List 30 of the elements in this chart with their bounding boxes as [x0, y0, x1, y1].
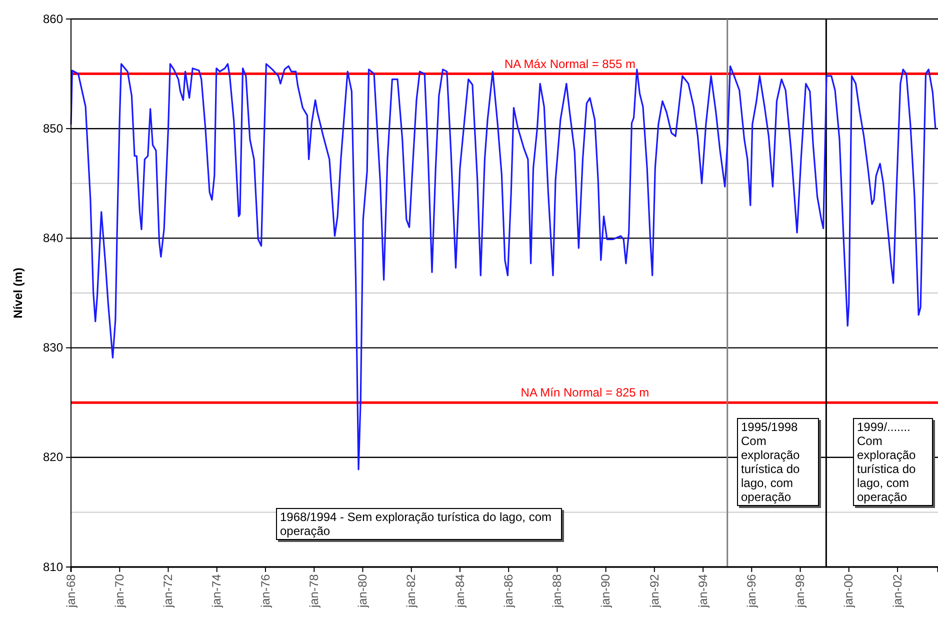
y-tick-label: 830 [42, 340, 64, 355]
x-tick-label: jan-96 [744, 574, 758, 609]
x-tick-label: jan-76 [258, 574, 272, 609]
ref-line-label: NA Mín Normal = 825 m [520, 386, 650, 400]
x-tick-label: jan-88 [550, 574, 564, 609]
x-tick-label: jan-82 [404, 574, 418, 609]
x-tick-label: jan-74 [210, 574, 224, 609]
x-tick-label: jan-84 [452, 574, 467, 609]
y-tick-label: 810 [42, 560, 64, 574]
x-tick-label: jan-00 [842, 574, 856, 609]
x-tick-label: jan-98 [793, 574, 808, 609]
y-tick-label: 840 [42, 231, 64, 246]
annotation: 1999/....... Com exploração turística do lago, com operação [853, 418, 933, 506]
y-tick-label: 850 [42, 121, 64, 136]
x-tick-label: jan-90 [598, 574, 613, 609]
x-tick-label: jan-02 [890, 574, 904, 609]
y-tick-label: 820 [42, 450, 64, 464]
x-tick-label: jan-70 [112, 574, 126, 609]
ref-line-label: NA Máx Normal = 855 m [504, 56, 636, 71]
x-tick-label: jan-80 [356, 574, 370, 609]
annotation: 1968/1994 - Sem exploração turística do lago, com operação [276, 508, 562, 540]
x-tick-label: jan-78 [306, 574, 321, 609]
x-tick-label: jan-92 [647, 574, 662, 609]
annotation: 1995/1998 Com exploração turística do lago, com operação [737, 418, 819, 506]
y-tick-label: 860 [42, 12, 64, 26]
x-tick-label: jan-94 [696, 574, 710, 609]
x-tick-label: jan-68 [64, 574, 78, 609]
x-tick-label: jan-72 [161, 574, 176, 609]
y-axis-title: Nível (m) [11, 268, 25, 318]
x-tick-label: jan-86 [501, 574, 516, 609]
